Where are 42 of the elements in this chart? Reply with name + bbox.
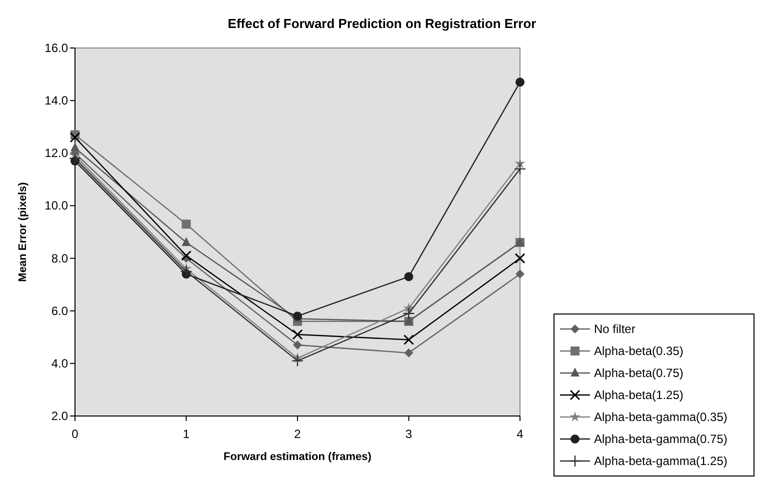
point	[516, 270, 524, 279]
legend-label: No filter	[594, 322, 636, 336]
y-tick-label: 6.0	[51, 304, 68, 318]
y-tick-label: 16.0	[44, 41, 68, 55]
point	[292, 329, 303, 340]
point	[404, 348, 414, 358]
point	[291, 354, 304, 367]
point	[182, 237, 191, 246]
legend-label: Alpha-beta-gamma(0.75)	[594, 432, 728, 446]
point	[182, 220, 191, 229]
point	[514, 253, 526, 264]
legend-label: Alpha-beta(1.25)	[594, 388, 684, 402]
point	[404, 334, 414, 346]
y-axis-title: Mean Error (pixels)	[17, 182, 29, 282]
point	[70, 132, 80, 143]
point	[68, 152, 82, 164]
legend-label: Alpha-beta(0.75)	[594, 366, 684, 380]
x-tick-label: 2	[294, 427, 302, 441]
point	[70, 142, 80, 152]
x-tick-label: 3	[405, 427, 412, 441]
x-tick-label: 0	[72, 427, 79, 441]
y-tick-label: 14.0	[44, 94, 68, 108]
x-tick-label: 1	[182, 427, 190, 441]
y-tick-label: 8.0	[51, 251, 68, 266]
point	[180, 265, 192, 278]
y-tick-label: 12.0	[44, 146, 68, 160]
y-tick-label: 4.0	[51, 356, 68, 370]
legend-label: Alpha-beta(0.35)	[594, 344, 684, 358]
y-tick-label: 10.0	[44, 198, 68, 213]
chart-title: Effect of Forward Prediction on Registration Error	[228, 16, 536, 31]
point	[514, 162, 526, 176]
legend-label: Alpha-beta-gamma(1.25)	[594, 454, 728, 468]
y-tick-label: 2.0	[51, 409, 68, 423]
point	[293, 340, 302, 350]
point	[516, 78, 524, 87]
point	[514, 158, 526, 168]
point	[402, 307, 415, 320]
x-tick-label: 4	[516, 427, 524, 441]
point	[181, 250, 192, 261]
point	[404, 272, 414, 282]
x-axis-title: Forward estimation (frames)	[224, 451, 372, 463]
legend-label: Alpha-beta-gamma(0.35)	[594, 410, 728, 424]
